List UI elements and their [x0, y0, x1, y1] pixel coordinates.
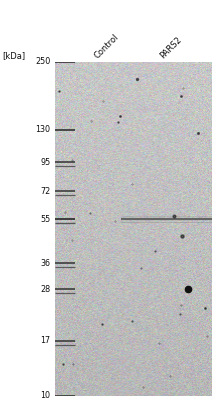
- Text: 28: 28: [40, 285, 51, 294]
- Text: 10: 10: [40, 392, 51, 400]
- Text: 250: 250: [35, 58, 51, 66]
- Text: Control: Control: [92, 32, 120, 60]
- Text: 36: 36: [40, 258, 51, 268]
- Text: PARS2: PARS2: [158, 35, 184, 60]
- Text: 72: 72: [40, 187, 51, 196]
- Text: 95: 95: [40, 158, 51, 167]
- Text: 55: 55: [40, 215, 51, 224]
- Text: 17: 17: [40, 336, 51, 346]
- Text: 130: 130: [35, 125, 51, 134]
- Text: [kDa]: [kDa]: [2, 51, 25, 60]
